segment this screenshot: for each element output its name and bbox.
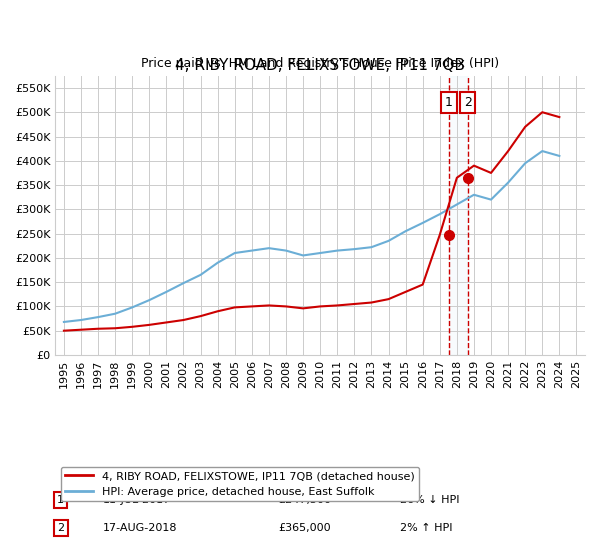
Text: 26% ↓ HPI: 26% ↓ HPI	[400, 495, 459, 505]
Text: 1: 1	[445, 96, 453, 109]
Text: 17-AUG-2018: 17-AUG-2018	[103, 523, 178, 533]
Title: 4, RIBY ROAD, FELIXSTOWE, IP11 7QB: 4, RIBY ROAD, FELIXSTOWE, IP11 7QB	[175, 58, 465, 73]
Text: 2: 2	[57, 523, 64, 533]
Text: 2: 2	[464, 96, 472, 109]
Bar	[449, 76, 467, 355]
Legend: 4, RIBY ROAD, FELIXSTOWE, IP11 7QB (detached house), HPI: Average price, detache: 4, RIBY ROAD, FELIXSTOWE, IP11 7QB (deta…	[61, 466, 419, 501]
Text: 11-JUL-2017: 11-JUL-2017	[103, 495, 171, 505]
Text: 2% ↑ HPI: 2% ↑ HPI	[400, 523, 452, 533]
Text: 1: 1	[57, 495, 64, 505]
Text: £247,500: £247,500	[278, 495, 331, 505]
Text: Price paid vs. HM Land Registry's House Price Index (HPI): Price paid vs. HM Land Registry's House …	[141, 57, 499, 70]
Text: £365,000: £365,000	[278, 523, 331, 533]
